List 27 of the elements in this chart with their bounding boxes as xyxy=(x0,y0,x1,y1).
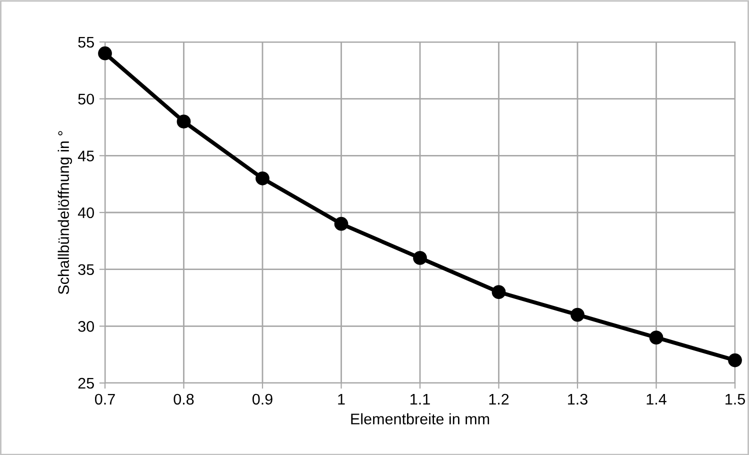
point xyxy=(98,46,112,60)
y-axis-title: Schallbündelöffnung in ° xyxy=(58,131,72,294)
x-tick-label: 0.9 xyxy=(252,394,272,405)
y-tick-label: 45 xyxy=(78,150,94,162)
x-tick-label: 1.5 xyxy=(726,394,745,405)
point xyxy=(492,285,506,300)
y-tick-label: 35 xyxy=(78,264,94,276)
x-tick-label: 1.2 xyxy=(489,394,509,404)
x-axis-title: Elementbreite in mm xyxy=(351,413,490,424)
y-tick-label: 30 xyxy=(78,321,94,332)
point xyxy=(413,251,427,265)
point xyxy=(334,216,348,231)
point xyxy=(728,353,742,368)
y-tick-label: 40 xyxy=(78,207,94,218)
y-tick-label: 25 xyxy=(78,378,94,389)
x-tick-label: 1.4 xyxy=(646,394,666,404)
y-tick-label: 50 xyxy=(78,94,94,105)
x-tick-label: 1 xyxy=(338,394,345,404)
x-tick-label: 0.8 xyxy=(174,394,194,405)
point xyxy=(176,114,191,129)
x-tick-label: 1.3 xyxy=(568,394,588,405)
point xyxy=(256,171,270,186)
y-tick-label: 55 xyxy=(78,37,94,48)
x-tick-label: 1.1 xyxy=(410,394,430,404)
point xyxy=(649,330,664,344)
point xyxy=(570,308,584,322)
x-tick-label: 0.7 xyxy=(94,394,115,405)
